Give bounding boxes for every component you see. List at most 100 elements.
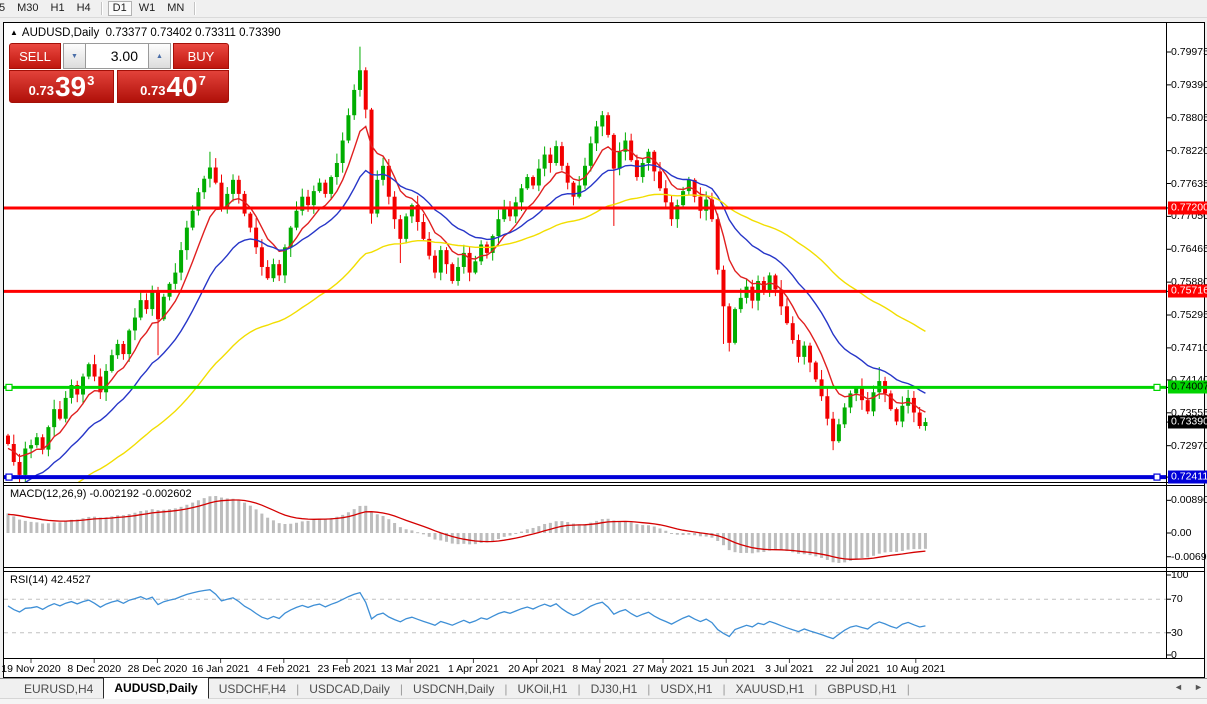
chart-symbol-period: AUDUSD,Daily [21,27,100,39]
tab-separator: | [814,682,818,696]
candle [323,182,328,194]
candle [179,250,184,273]
candle [808,345,813,363]
candle [127,330,132,355]
volume-input[interactable]: 3.00 [86,43,148,69]
candle [444,250,449,265]
chart-tab-usdx-h1[interactable]: USDX,H1 [660,682,713,696]
sell-price-big: 39 [54,71,87,102]
chart-tab-usdcnh-daily[interactable]: USDCNH,Daily [413,682,495,696]
timeframe-button-5[interactable]: 5 [0,2,6,14]
chart-ohlc-header: ▲ AUDUSD,Daily 0.73377 0.73402 0.73311 0.… [10,27,281,39]
sell-price-display[interactable]: 0.73 39 3 [9,70,115,103]
candle [432,255,437,273]
candle [502,207,507,220]
price-axis-label: 0.72970 [1171,439,1207,452]
candle [161,296,166,320]
candle [842,407,847,425]
price-badge: 0.75716 [1168,284,1207,298]
chart-tab-xauusd-h1[interactable]: XAUUSD,H1 [735,682,805,696]
candle [831,418,836,442]
candle [496,219,501,237]
chart-window[interactable]: ▲ AUDUSD,Daily 0.73377 0.73402 0.73311 0.… [1,22,1207,678]
timeframe-button-D1[interactable]: D1 [107,1,132,16]
chart-tab-eurusd-h4[interactable]: EURUSD,H4 [24,682,94,696]
chevron-down-icon: ▼ [71,52,78,60]
candle [854,387,859,394]
candle [675,205,680,220]
candle [132,317,137,331]
price-axis-label: 0.78805 [1171,111,1207,124]
candle [617,151,622,169]
candle [46,427,51,450]
candle [311,191,316,206]
buy-price-big: 40 [166,71,198,102]
candle [450,264,455,282]
candle [790,323,795,341]
candle [623,140,628,152]
candle [300,196,305,211]
tab-separator: | [722,682,726,696]
candle [865,400,870,412]
candle [507,207,512,217]
candle [594,126,599,144]
line-handle[interactable] [1153,473,1161,481]
candle [761,281,766,293]
candle [11,443,16,462]
line-handle[interactable] [5,383,13,392]
candle [219,182,224,208]
buy-price-display[interactable]: 0.73 40 7 [117,70,229,103]
chart-tab-usdcad-daily[interactable]: USDCAD,Daily [309,682,390,696]
candle [750,286,755,301]
buy-button[interactable]: BUY [173,43,229,69]
chart-tab-audusd-daily[interactable]: AUDUSD,Daily [103,677,209,699]
volume-decrease-button[interactable]: ▼ [63,43,86,69]
chart-tab-bar: EURUSD,H4 AUDUSD,Daily USDCHF,H4 | USDCAD,Da… [0,677,1207,699]
line-handle[interactable] [5,473,13,481]
candle [836,424,841,442]
candle [386,165,391,197]
rsi-axis-label: 0 [1171,649,1177,661]
volume-increase-button[interactable]: ▲ [148,43,171,69]
date-axis-label: 8 May 2021 [572,663,628,675]
candle [156,291,161,320]
chart-tab-gbpusd-h1[interactable]: GBPUSD,H1 [827,682,897,696]
candle [409,205,414,217]
timeframe-button-MN[interactable]: MN [167,2,185,14]
date-axis-label: 4 Feb 2021 [257,663,311,675]
macd-indicator-label: MACD(12,26,9) -0.002192 -0.002602 [10,488,192,500]
price-chart-canvas[interactable] [4,23,1204,677]
candle [190,210,195,228]
candle [398,219,403,239]
candle [138,300,143,318]
candle [184,227,189,251]
line-handle[interactable] [1153,383,1161,392]
rsi-line [7,589,926,640]
timeframe-button-H1[interactable]: H1 [50,2,65,14]
sell-button[interactable]: SELL [9,43,61,69]
candle [894,409,899,422]
candle [484,244,489,253]
timeframe-button-H4[interactable]: H4 [76,2,91,14]
candle [681,191,686,206]
candle [900,405,905,422]
chart-tab-ukoil-h1[interactable]: UKOil,H1 [517,682,568,696]
timeframe-button-W1[interactable]: W1 [138,2,156,14]
tab-scroll-left-button[interactable]: ◄ [1174,682,1183,692]
tab-separator: | [906,682,910,696]
collapse-triangle-icon[interactable]: ▲ [10,28,18,37]
chart-tab-usdchf-h4[interactable]: USDCHF,H4 [218,682,287,696]
candle [721,269,726,307]
candle [773,275,778,290]
macd-axis-label: 0.00 [1171,527,1192,539]
candle [652,151,657,172]
candle [859,387,864,401]
tab-scroll-right-button[interactable]: ► [1194,682,1203,692]
date-axis-label: 23 Feb 2021 [317,663,377,675]
candle [536,168,541,186]
date-axis-label: 1 Apr 2021 [447,663,499,675]
timeframe-button-M30[interactable]: M30 [17,2,39,14]
candle [375,179,380,214]
chart-tab-dj30-h1[interactable]: DJ30,H1 [590,682,638,696]
rsi-indicator-label: RSI(14) 42.4527 [10,574,91,586]
